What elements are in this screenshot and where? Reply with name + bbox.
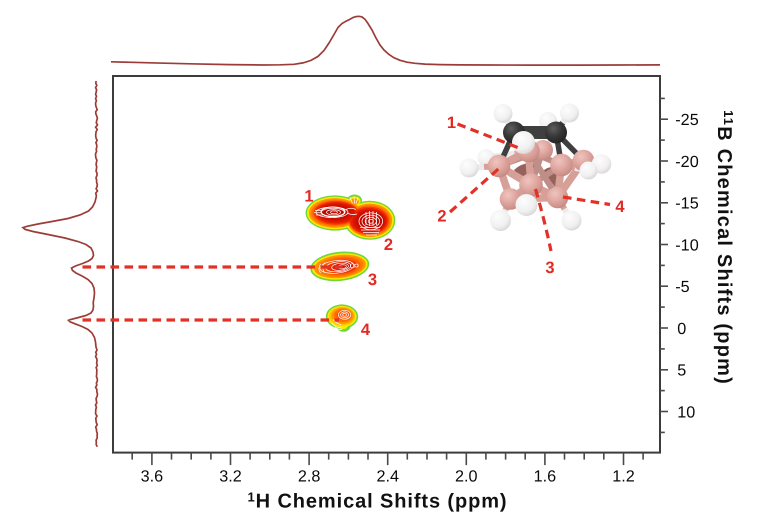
svg-text:1: 1 xyxy=(304,188,313,206)
svg-text:3: 3 xyxy=(368,271,377,289)
svg-text:11B Chemical Shifts (ppm): 11B Chemical Shifts (ppm) xyxy=(713,110,736,385)
svg-text:2.8: 2.8 xyxy=(298,467,321,485)
svg-text:-20: -20 xyxy=(675,153,698,171)
svg-text:4: 4 xyxy=(361,321,371,339)
svg-text:-10: -10 xyxy=(675,236,698,254)
svg-text:2.0: 2.0 xyxy=(455,467,478,485)
svg-text:-5: -5 xyxy=(675,278,689,296)
svg-text:2: 2 xyxy=(437,208,446,226)
svg-text:1.6: 1.6 xyxy=(534,467,557,485)
svg-text:2: 2 xyxy=(384,236,393,254)
svg-text:3: 3 xyxy=(545,259,554,277)
svg-text:1H Chemical Shifts (ppm): 1H Chemical Shifts (ppm) xyxy=(248,490,508,513)
svg-text:5: 5 xyxy=(677,362,686,380)
svg-text:0: 0 xyxy=(677,320,686,338)
svg-text:1.2: 1.2 xyxy=(612,467,635,485)
svg-text:1: 1 xyxy=(447,114,456,132)
svg-text:-25: -25 xyxy=(675,111,698,129)
svg-text:3.6: 3.6 xyxy=(141,467,164,485)
svg-text:4: 4 xyxy=(615,198,625,216)
svg-text:-15: -15 xyxy=(675,195,698,213)
svg-text:3.2: 3.2 xyxy=(219,467,242,485)
svg-text:10: 10 xyxy=(677,403,695,421)
svg-text:2.4: 2.4 xyxy=(376,467,399,485)
